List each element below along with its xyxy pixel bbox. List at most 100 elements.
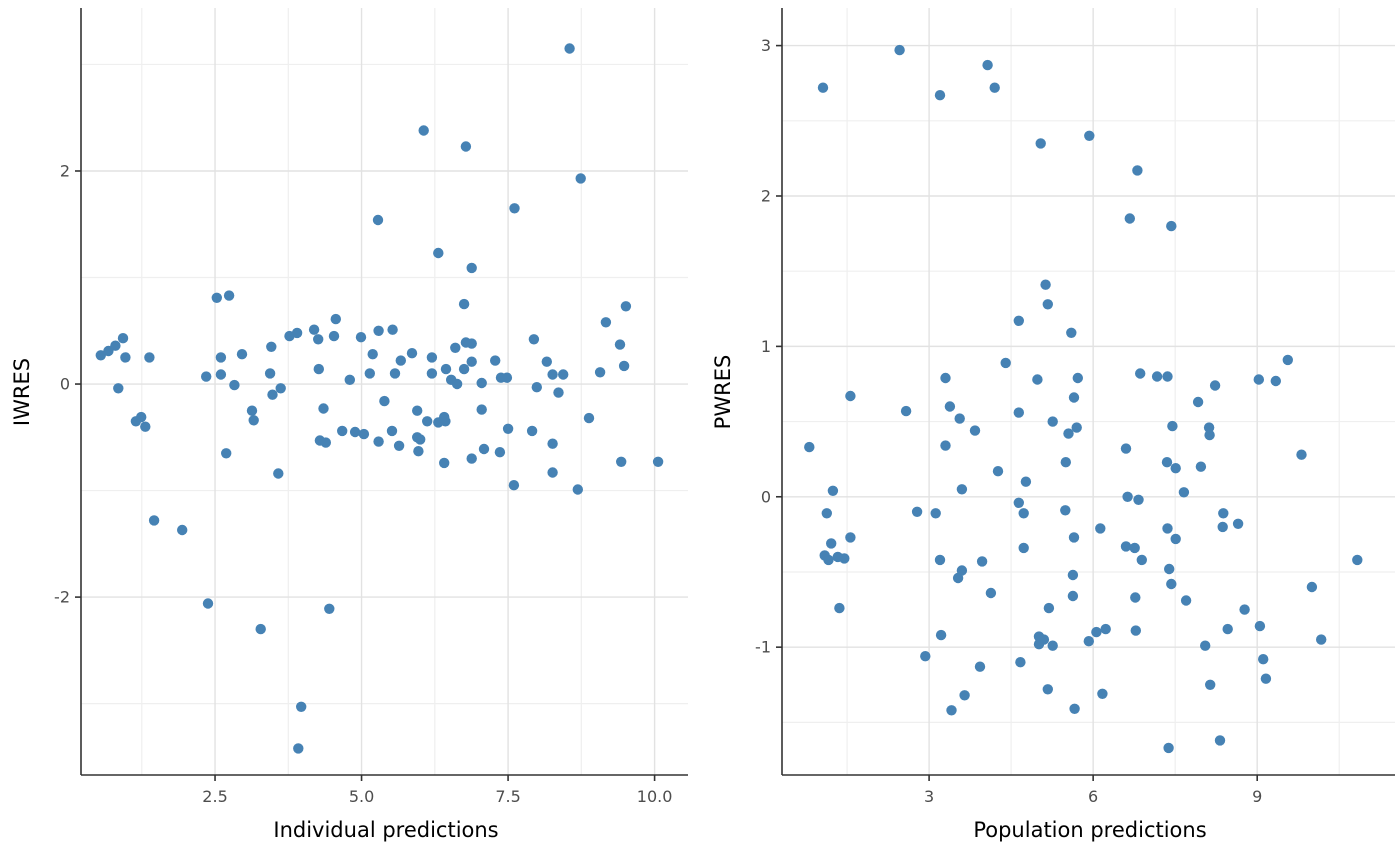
data-point (148, 515, 160, 526)
data-point (1296, 449, 1307, 460)
data-point (959, 690, 970, 701)
data-point (308, 324, 320, 335)
data-point (1178, 487, 1190, 498)
data-point (920, 651, 931, 662)
data-point (458, 363, 470, 375)
data-point (618, 360, 630, 372)
data-point (450, 342, 461, 353)
data-point (367, 349, 378, 360)
data-point (1066, 327, 1077, 338)
data-point (1067, 569, 1079, 581)
data-point (476, 377, 487, 389)
data-point (1161, 457, 1173, 468)
data-point (946, 705, 957, 716)
data-point (944, 401, 956, 412)
data-point (1203, 422, 1215, 433)
data-point (954, 413, 965, 424)
data-point (415, 434, 426, 445)
data-point (1180, 595, 1192, 606)
data-point (1120, 443, 1132, 454)
panel-background (81, 8, 688, 775)
y-tick-label: -1 (755, 638, 771, 657)
data-point (324, 603, 335, 614)
data-point (1214, 735, 1226, 746)
data-point (223, 290, 235, 301)
y-tick-label: 2 (60, 161, 70, 180)
data-point (583, 412, 595, 424)
x-tick-label: 5.0 (349, 787, 374, 806)
data-point (620, 301, 632, 312)
data-point (389, 368, 401, 379)
data-point (989, 82, 1000, 93)
data-point (1120, 541, 1132, 552)
data-point (117, 333, 129, 344)
data-point (144, 352, 155, 363)
data-point (974, 661, 986, 672)
data-point (900, 405, 912, 417)
data-point (1060, 505, 1071, 516)
data-point (1035, 138, 1046, 149)
y-tick-label: -2 (54, 588, 70, 607)
data-point (1170, 533, 1181, 545)
data-point (1042, 684, 1054, 695)
data-point (372, 214, 384, 226)
data-point (1239, 604, 1250, 615)
data-point (140, 421, 151, 432)
data-point (1013, 407, 1024, 418)
data-point (426, 368, 438, 379)
data-point (1132, 165, 1143, 176)
x-tick-label: 10.0 (637, 787, 673, 806)
data-point (466, 338, 477, 349)
data-point (894, 44, 905, 56)
data-point (935, 629, 947, 641)
data-point (1047, 416, 1058, 427)
data-point (1084, 130, 1095, 141)
data-point (952, 572, 964, 584)
data-point (120, 352, 131, 363)
data-point (318, 403, 329, 414)
data-point (1047, 640, 1058, 651)
data-point (1042, 299, 1054, 310)
data-point (364, 368, 375, 379)
data-point (940, 372, 951, 384)
data-point (547, 369, 558, 380)
data-point (1270, 375, 1282, 387)
data-point (1020, 476, 1032, 487)
data-point (1209, 380, 1221, 391)
data-point (1135, 368, 1146, 379)
data-point (531, 382, 542, 393)
data-point (264, 368, 276, 379)
data-point (1218, 508, 1229, 519)
data-point (266, 341, 277, 352)
data-point (373, 325, 384, 336)
data-point (911, 506, 923, 517)
data-point (113, 383, 124, 394)
data-point (1063, 428, 1074, 439)
data-point (1316, 634, 1327, 645)
data-point (992, 466, 1004, 477)
data-point (466, 356, 477, 367)
data-point (1254, 620, 1266, 632)
data-point (564, 43, 575, 54)
data-point (275, 383, 286, 394)
data-point (494, 447, 506, 458)
data-point (1068, 532, 1080, 543)
data-point (426, 352, 438, 363)
data-point (1136, 554, 1148, 566)
data-point (1200, 640, 1211, 651)
data-point (1205, 679, 1216, 690)
data-point (387, 324, 398, 335)
data-point (1170, 463, 1181, 474)
data-point (547, 467, 558, 478)
data-point (930, 508, 941, 519)
data-point (1164, 563, 1175, 575)
data-point (293, 743, 304, 754)
data-point (1018, 542, 1029, 554)
data-point (349, 426, 361, 438)
data-point (246, 405, 258, 416)
data-point (291, 327, 303, 339)
data-point (1083, 636, 1095, 647)
data-point (1000, 357, 1011, 369)
data-point (1067, 590, 1079, 602)
